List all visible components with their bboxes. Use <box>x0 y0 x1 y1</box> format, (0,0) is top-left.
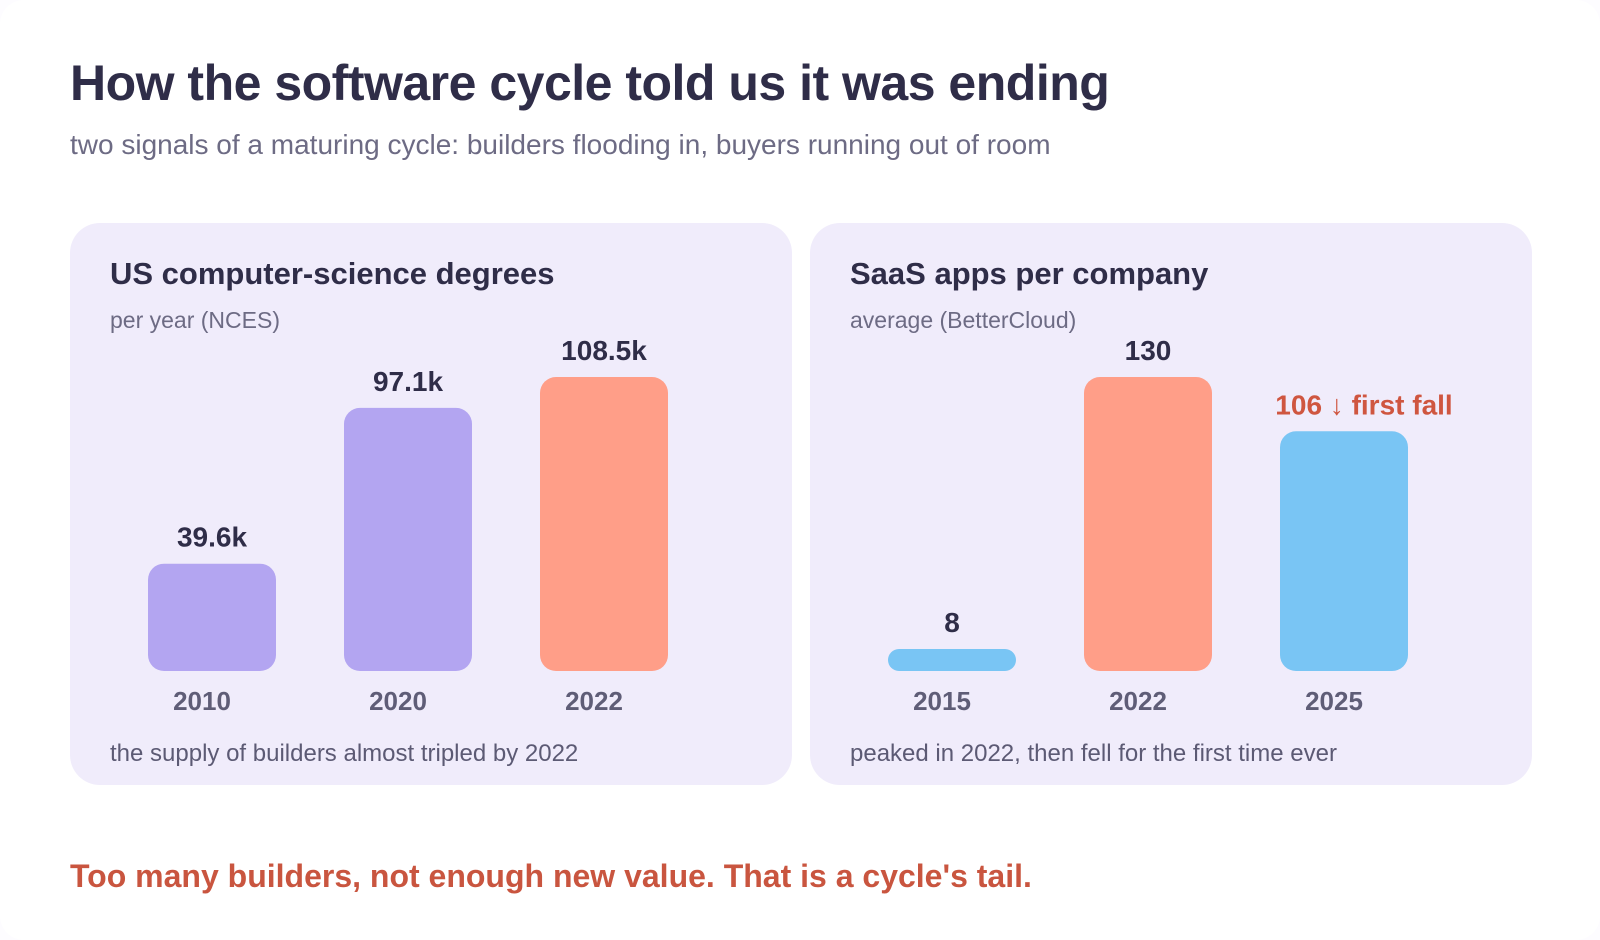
bar-2022 <box>540 377 668 671</box>
chart-title: US computer-science degrees <box>110 256 555 291</box>
chart-panel-cs-degrees: US computer-science degrees per year (NC… <box>70 223 792 785</box>
value-label: 97.1k <box>373 366 443 397</box>
chart-note: peaked in 2022, then fell for the first … <box>850 740 1337 767</box>
chart-title: SaaS apps per company <box>850 256 1209 291</box>
bar-chart-cs-degrees: 39.6k 2010 97.1k 2020 108.5k 2022 <box>148 335 668 716</box>
value-label: 108.5k <box>561 335 647 366</box>
callout-label: 106 ↓ first fall <box>1275 389 1452 420</box>
chart-panel-saas-apps: SaaS apps per company average (BetterClo… <box>810 223 1532 785</box>
category-label: 2010 <box>173 686 231 716</box>
category-label: 2020 <box>369 686 427 716</box>
category-label: 2025 <box>1305 686 1363 716</box>
category-label: 2022 <box>1109 686 1167 716</box>
bar-chart-saas-apps: 8 2015 130 2022 106 ↓ first fall 2025 <box>888 335 1453 716</box>
bar-2010 <box>148 563 276 671</box>
bar-2022 <box>1084 377 1212 671</box>
chart-subtitle: average (BetterCloud) <box>850 307 1077 333</box>
value-label: 130 <box>1125 335 1172 366</box>
chart-subtitle: per year (NCES) <box>110 307 280 333</box>
chart-note: the supply of builders almost tripled by… <box>110 740 579 767</box>
footer-conclusion: Too many builders, not enough new value.… <box>70 858 1032 894</box>
bar-2015 <box>888 649 1016 671</box>
page-subtitle: two signals of a maturing cycle: builder… <box>70 129 1051 160</box>
value-label: 39.6k <box>177 522 247 553</box>
page-title: How the software cycle told us it was en… <box>70 55 1110 111</box>
bar-2020 <box>344 407 472 671</box>
value-label: 8 <box>944 607 960 638</box>
category-label: 2022 <box>565 686 623 716</box>
bar-2025 <box>1280 431 1408 671</box>
category-label: 2015 <box>913 686 971 716</box>
